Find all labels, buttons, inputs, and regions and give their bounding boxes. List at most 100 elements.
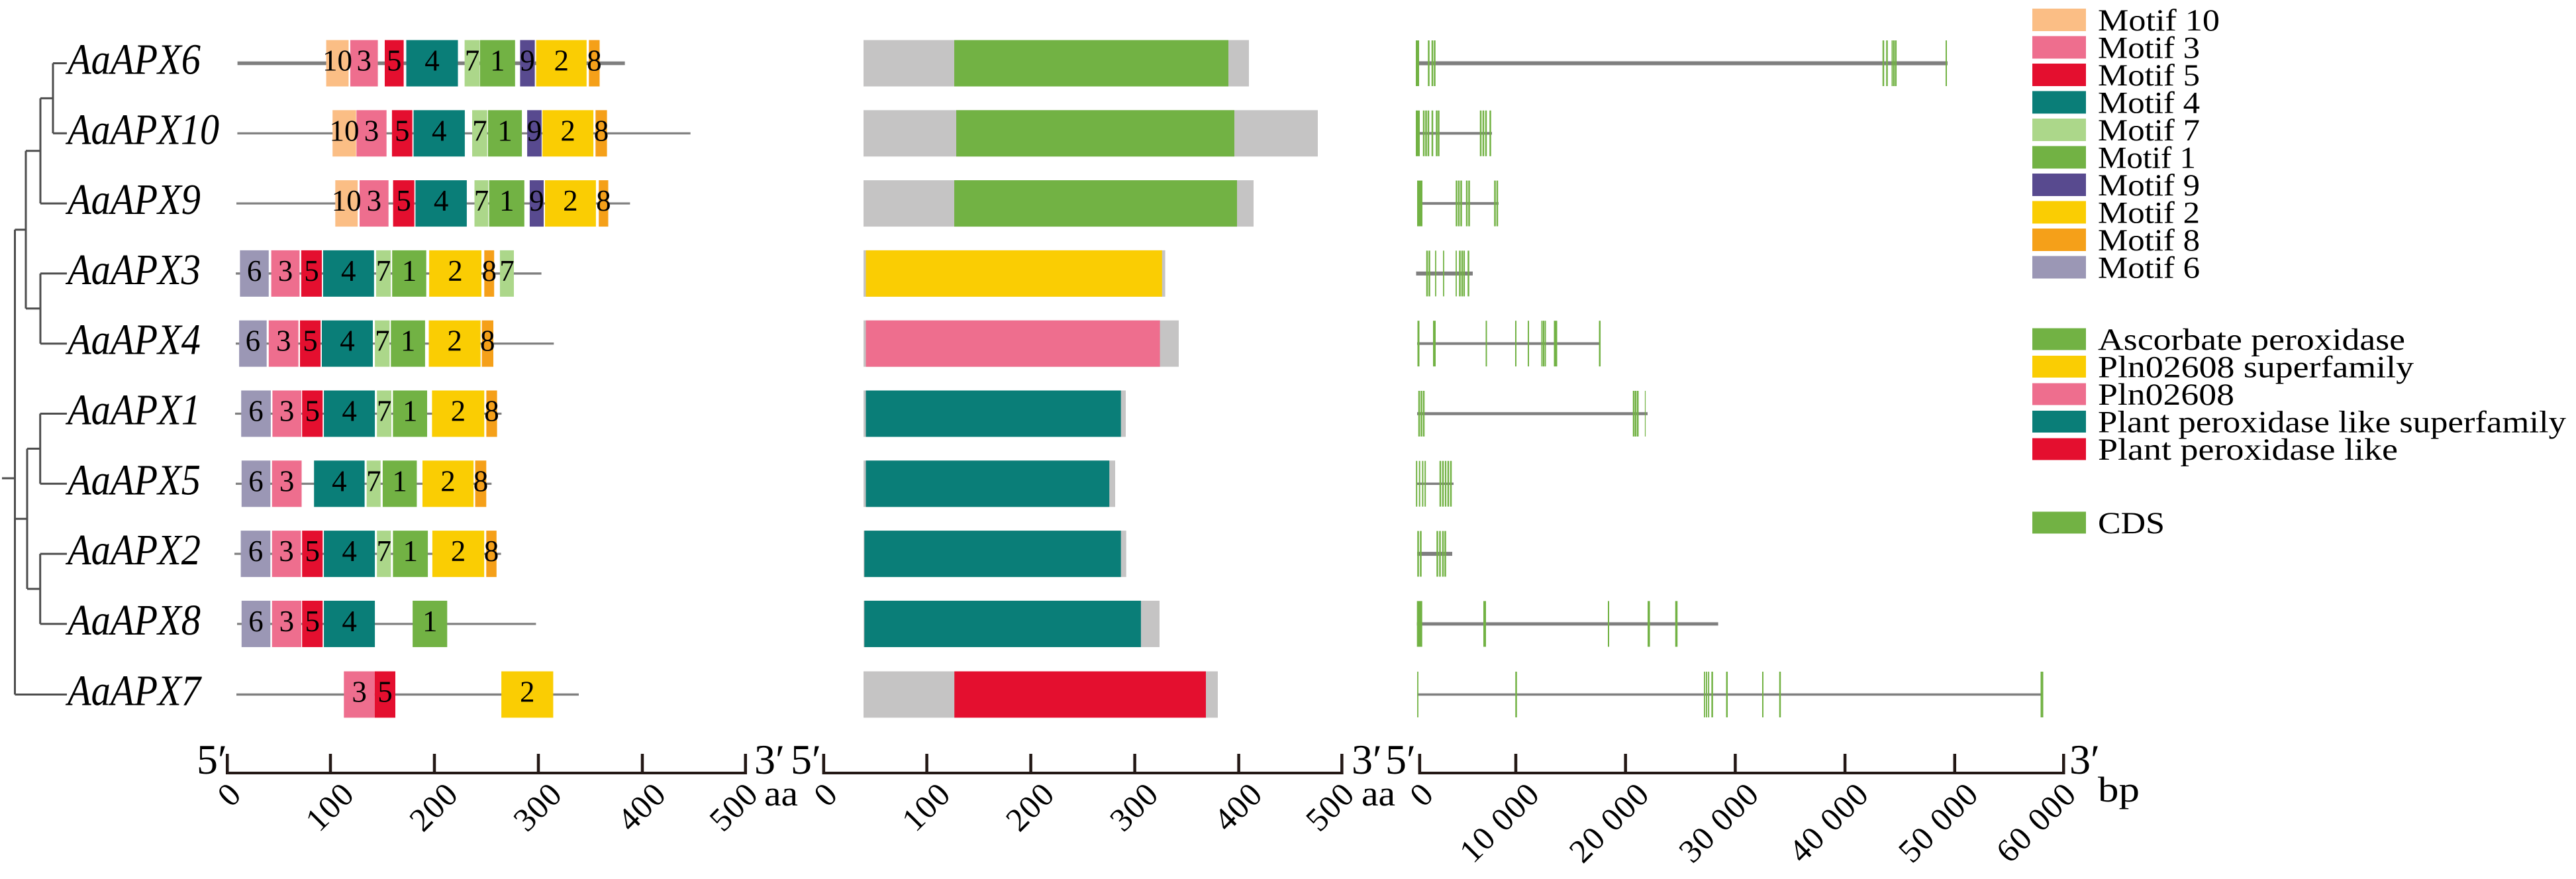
svg-text:Motif 1: Motif 1	[2098, 141, 2196, 176]
svg-text:3: 3	[279, 464, 295, 497]
svg-text:1: 1	[497, 114, 513, 147]
svg-text:2: 2	[520, 676, 535, 709]
svg-text:5′: 5′	[197, 736, 227, 783]
svg-text:4: 4	[342, 605, 357, 638]
svg-text:Motif 8: Motif 8	[2098, 223, 2200, 258]
svg-text:4: 4	[341, 254, 356, 287]
svg-text:7: 7	[465, 44, 480, 78]
svg-text:Motif 6: Motif 6	[2098, 251, 2200, 285]
svg-text:Pln02608: Pln02608	[2098, 378, 2234, 412]
svg-text:2: 2	[563, 184, 578, 217]
svg-text:8: 8	[596, 184, 611, 217]
svg-text:Motif 10: Motif 10	[2098, 3, 2220, 38]
svg-text:AaAPX7: AaAPX7	[65, 667, 202, 715]
svg-text:3: 3	[279, 535, 294, 568]
svg-text:8: 8	[480, 325, 495, 358]
svg-text:3: 3	[279, 605, 295, 638]
svg-text:3: 3	[352, 676, 367, 709]
svg-text:Ascorbate peroxidase: Ascorbate peroxidase	[2098, 323, 2405, 357]
svg-text:3′: 3′	[2069, 736, 2100, 783]
svg-text:2: 2	[451, 535, 466, 568]
svg-text:4: 4	[342, 395, 357, 428]
svg-text:7: 7	[377, 535, 392, 568]
svg-text:10: 10	[332, 184, 362, 217]
svg-text:AaAPX5: AaAPX5	[65, 456, 201, 504]
svg-text:AaAPX10: AaAPX10	[65, 105, 219, 154]
svg-text:5: 5	[305, 395, 320, 428]
svg-text:5: 5	[304, 254, 319, 287]
svg-text:3: 3	[357, 44, 372, 78]
svg-text:5′: 5′	[791, 736, 821, 783]
svg-text:7: 7	[377, 395, 392, 428]
svg-text:AaAPX9: AaAPX9	[65, 176, 201, 224]
svg-text:5: 5	[305, 535, 320, 568]
svg-text:1: 1	[402, 254, 417, 287]
svg-text:2: 2	[560, 114, 575, 147]
svg-text:2: 2	[447, 325, 462, 358]
svg-text:3: 3	[367, 184, 382, 217]
svg-text:3: 3	[279, 395, 295, 428]
svg-text:5: 5	[387, 44, 402, 78]
svg-text:1: 1	[490, 44, 505, 78]
svg-text:10: 10	[329, 114, 359, 147]
svg-text:CDS: CDS	[2098, 506, 2165, 541]
svg-text:AaAPX2: AaAPX2	[65, 526, 201, 574]
svg-text:6: 6	[248, 605, 264, 638]
svg-text:Pln02608 superfamily: Pln02608 superfamily	[2098, 350, 2414, 385]
svg-text:6: 6	[248, 395, 264, 428]
svg-text:8: 8	[482, 254, 497, 287]
svg-text:1: 1	[403, 395, 418, 428]
svg-text:AaAPX1: AaAPX1	[65, 386, 201, 435]
svg-text:8: 8	[484, 395, 499, 428]
svg-text:8: 8	[484, 535, 499, 568]
svg-text:Motif 3: Motif 3	[2098, 31, 2200, 66]
svg-text:aa: aa	[764, 774, 798, 813]
svg-text:AaAPX6: AaAPX6	[65, 36, 201, 84]
svg-text:2: 2	[554, 44, 569, 78]
svg-text:4: 4	[424, 44, 440, 78]
svg-text:AaAPX4: AaAPX4	[65, 316, 201, 364]
svg-text:4: 4	[434, 184, 449, 217]
svg-text:3′: 3′	[754, 736, 785, 783]
svg-text:4: 4	[332, 464, 347, 497]
svg-text:8: 8	[594, 114, 609, 147]
svg-text:4: 4	[340, 325, 355, 358]
svg-text:Motif 2: Motif 2	[2098, 196, 2200, 231]
svg-text:6: 6	[247, 254, 262, 287]
svg-text:1: 1	[499, 184, 515, 217]
svg-text:AaAPX3: AaAPX3	[65, 246, 201, 294]
svg-text:1: 1	[403, 535, 419, 568]
svg-text:3: 3	[364, 114, 379, 147]
svg-text:9: 9	[520, 44, 535, 78]
svg-text:7: 7	[366, 464, 381, 497]
svg-text:7: 7	[499, 254, 515, 287]
svg-text:4: 4	[342, 535, 357, 568]
svg-text:2: 2	[440, 464, 456, 497]
svg-text:8: 8	[473, 464, 489, 497]
svg-text:Motif 7: Motif 7	[2098, 113, 2200, 148]
svg-text:5: 5	[303, 325, 318, 358]
svg-text:Plant peroxidase like: Plant peroxidase like	[2098, 433, 2398, 467]
svg-text:5′: 5′	[1385, 736, 1416, 783]
svg-text:7: 7	[474, 184, 489, 217]
svg-text:Motif 4: Motif 4	[2098, 86, 2200, 121]
svg-text:6: 6	[248, 535, 264, 568]
svg-text:aa: aa	[1362, 774, 1395, 813]
svg-text:3: 3	[276, 325, 291, 358]
svg-text:bp: bp	[2098, 770, 2140, 809]
svg-text:3′: 3′	[1352, 736, 1382, 783]
svg-text:5: 5	[396, 184, 411, 217]
svg-text:3: 3	[278, 254, 293, 287]
svg-text:2: 2	[448, 254, 463, 287]
svg-text:7: 7	[375, 325, 390, 358]
svg-text:5: 5	[305, 605, 320, 638]
svg-text:5: 5	[377, 676, 393, 709]
svg-text:6: 6	[246, 325, 261, 358]
svg-text:9: 9	[527, 114, 542, 147]
svg-text:8: 8	[587, 44, 602, 78]
svg-text:5: 5	[395, 114, 410, 147]
svg-text:1: 1	[422, 605, 438, 638]
svg-text:Plant peroxidase like superfam: Plant peroxidase like superfamily	[2098, 405, 2567, 440]
svg-text:1: 1	[401, 325, 416, 358]
svg-text:AaAPX8: AaAPX8	[65, 596, 201, 645]
